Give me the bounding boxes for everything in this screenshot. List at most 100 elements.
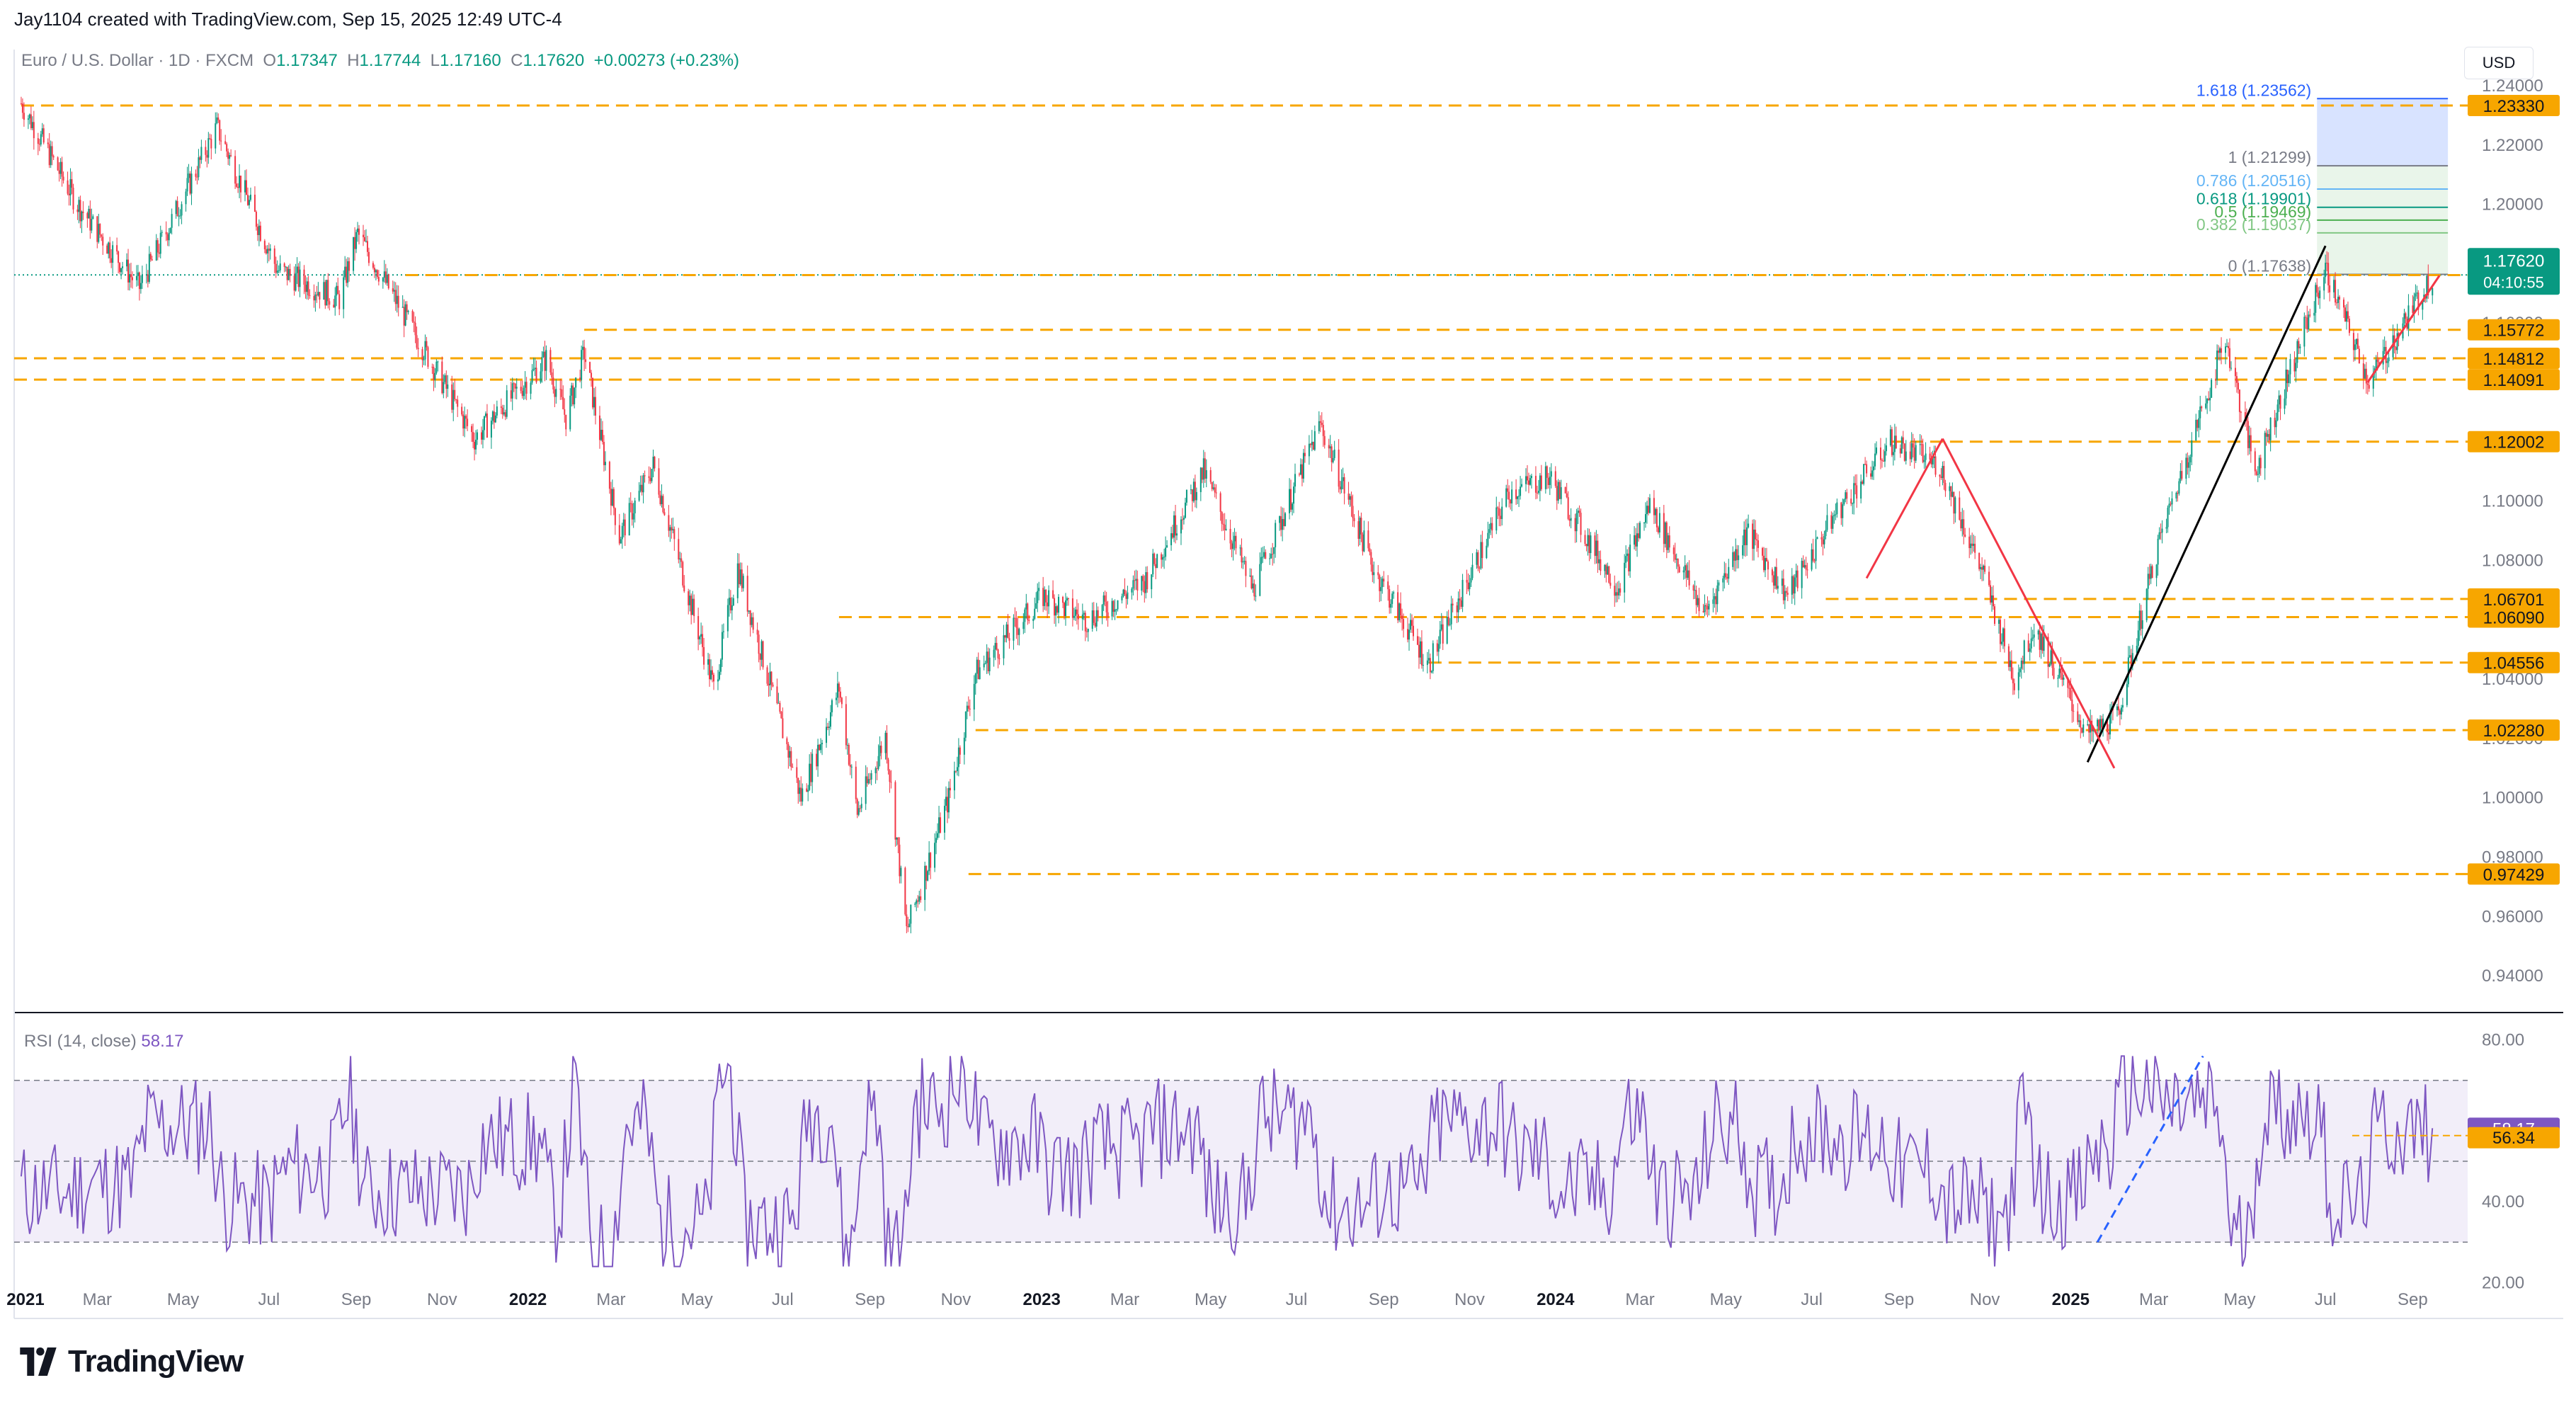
candle-body: [31, 122, 33, 129]
candle-body: [940, 817, 942, 833]
candle-body: [513, 383, 515, 384]
candle-body: [30, 114, 32, 129]
high-label: H: [347, 51, 360, 70]
candle-body: [1762, 555, 1765, 571]
candle-body: [1718, 582, 1720, 586]
candle-body: [1426, 660, 1428, 666]
candle-body: [69, 179, 72, 195]
candle-body: [2209, 397, 2211, 401]
candle-body: [1883, 451, 1886, 462]
candle-body: [866, 776, 868, 784]
candle-body: [1459, 598, 1461, 600]
candle-body: [1864, 464, 1867, 465]
candle-body: [266, 249, 268, 253]
candle-body: [2080, 720, 2082, 728]
candle-body: [37, 138, 39, 144]
candle-body: [1153, 553, 1156, 564]
open-label: O: [263, 51, 277, 70]
candle-body: [1311, 441, 1313, 445]
candle-body: [1580, 513, 1582, 535]
candle-body: [736, 563, 739, 598]
candle-body: [1343, 477, 1345, 494]
candle-body: [81, 211, 83, 222]
candle-body: [1757, 540, 1760, 548]
candle-body: [1422, 665, 1424, 666]
currency-button[interactable]: USD: [2464, 47, 2534, 79]
level-price-label: 1.04556: [2483, 654, 2545, 673]
candle-body: [1379, 575, 1381, 591]
candle-body: [1846, 492, 1848, 499]
candle-body: [2131, 653, 2133, 666]
candle-body: [155, 240, 157, 261]
candle-body: [879, 746, 881, 756]
candle-body: [285, 266, 287, 268]
candle-body: [327, 280, 329, 302]
candle-body: [1145, 572, 1147, 593]
price-axis: 1.240001.220001.200001.180001.160001.140…: [2468, 76, 2560, 986]
candle-body: [639, 484, 642, 491]
candle-body: [1330, 446, 1333, 462]
candle-body: [1714, 596, 1716, 600]
candle-body: [1608, 566, 1610, 583]
candle-body: [255, 212, 257, 227]
candle-body: [821, 743, 823, 745]
candle-body: [1418, 644, 1420, 658]
candle-body: [1732, 552, 1734, 567]
candle-body: [1005, 624, 1008, 638]
candle-body: [215, 123, 217, 149]
candle-body: [1477, 552, 1479, 569]
candle-body: [286, 266, 288, 280]
candle-body: [1964, 534, 1966, 537]
candle-body: [1111, 600, 1113, 617]
candle-body: [1950, 486, 1952, 497]
level-price-tag: [2468, 431, 2560, 452]
candle-body: [1813, 560, 1816, 562]
candle-body: [1742, 545, 1744, 556]
candle-body: [2147, 574, 2149, 589]
candle-body: [206, 154, 208, 158]
candle-body: [411, 311, 414, 321]
candle-body: [1141, 576, 1143, 591]
candle-body: [1743, 529, 1745, 546]
candle-body: [139, 283, 142, 290]
candle-body: [1273, 547, 1275, 554]
candle-body: [2306, 317, 2308, 330]
candle-body: [2196, 419, 2199, 428]
candle-body: [927, 871, 929, 881]
candle-body: [959, 747, 961, 755]
candle-body: [42, 128, 45, 143]
candle-body: [2313, 312, 2315, 316]
candle-body: [2293, 359, 2296, 372]
candle-body: [1971, 543, 1973, 546]
candle-body: [486, 413, 488, 438]
fib-label: 0.5 (1.19469): [2214, 203, 2311, 221]
candle-body: [631, 503, 633, 520]
candle-body: [258, 225, 260, 235]
candle-body: [857, 808, 860, 815]
candle-body: [503, 412, 505, 415]
candle-body: [437, 361, 439, 363]
candle-body: [2206, 398, 2209, 404]
candle-body: [876, 768, 878, 769]
candle-body: [1063, 603, 1065, 616]
candle-body: [2265, 433, 2267, 437]
candle-body: [678, 539, 680, 560]
candle-body: [1540, 475, 1542, 489]
candle-body: [1017, 627, 1019, 635]
candle-body: [918, 896, 921, 902]
candle-body: [741, 569, 743, 588]
candle-body: [1860, 481, 1862, 499]
candle-body: [906, 914, 908, 927]
candle-body: [1628, 553, 1630, 571]
candle-body: [2352, 333, 2354, 350]
candle-body: [1387, 581, 1389, 590]
candle-body: [593, 397, 595, 408]
candle-body: [600, 429, 602, 440]
candle-body: [2043, 637, 2045, 651]
candle-body: [2023, 640, 2025, 664]
candle-body: [2136, 645, 2138, 654]
time-tick-label: 2025: [2052, 1290, 2090, 1309]
candle-body: [2268, 434, 2270, 440]
candle-body: [2274, 417, 2276, 428]
